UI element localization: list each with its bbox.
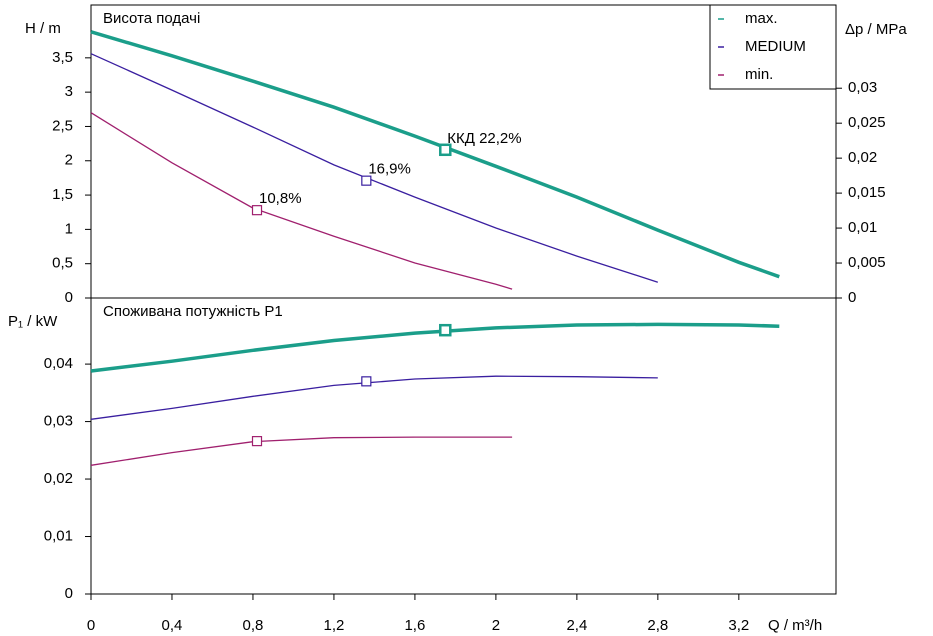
x-tick-label: 0,4: [162, 617, 183, 634]
efficiency-label: 10,8%: [259, 190, 302, 207]
curve: [90, 30, 780, 279]
y-tick-label: 0,04: [44, 355, 73, 372]
y-tick-label: 2,5: [52, 117, 73, 134]
y-tick-label: 2: [65, 152, 73, 169]
y2-tick-label: 0,005: [848, 254, 886, 271]
y-tick-label: 3: [65, 83, 73, 100]
x-tick-label: 2,8: [647, 617, 668, 634]
y2-tick-label: 0: [848, 289, 856, 306]
y-tick-label: 0: [65, 585, 73, 602]
legend-label: max.: [745, 10, 778, 27]
y2-tick-label: 0,015: [848, 184, 886, 201]
y2-tick-label: 0,025: [848, 114, 886, 131]
x-tick-label: 1,6: [404, 617, 425, 634]
panel-title: Споживана потужність P1: [103, 303, 283, 320]
duty-point: [361, 175, 372, 186]
y-axis-label: P₁ / kW: [8, 313, 58, 330]
curve: [90, 322, 780, 373]
legend-label: MEDIUM: [745, 38, 806, 55]
curve: [90, 53, 658, 283]
duty-point: [439, 143, 452, 157]
duty-point: [251, 205, 263, 216]
curve: [90, 436, 513, 466]
x-tick-label: 3,2: [728, 617, 749, 634]
efficiency-label: ККД 22,2%: [447, 130, 521, 147]
y-tick-label: 0: [65, 289, 73, 306]
x-tick-label: 0,8: [243, 617, 264, 634]
curve: [90, 375, 658, 420]
y-tick-label: 1: [65, 220, 73, 237]
duty-point: [361, 376, 372, 387]
y-axis-label: H / m: [25, 20, 61, 37]
y-tick-label: 0,01: [44, 527, 73, 544]
x-tick-label: 2,4: [566, 617, 587, 634]
y2-tick-label: 0,01: [848, 219, 877, 236]
curve: [90, 112, 513, 290]
y-tick-label: 0,02: [44, 470, 73, 487]
x-tick-label: 2: [492, 617, 500, 634]
duty-point: [439, 323, 452, 337]
x-tick-label: 0: [87, 617, 95, 634]
y-tick-label: 0,5: [52, 255, 73, 272]
duty-point: [251, 436, 263, 447]
legend-label: min.: [745, 66, 773, 83]
panel-title: Висота подачі: [103, 10, 200, 27]
y2-axis-label: Δp / MPa: [845, 21, 907, 38]
y-tick-label: 1,5: [52, 186, 73, 203]
plot-frame: [90, 4, 837, 595]
y2-tick-label: 0,03: [848, 79, 877, 96]
efficiency-label: 16,9%: [368, 161, 411, 178]
y2-tick-label: 0,02: [848, 149, 877, 166]
y-tick-label: 3,5: [52, 49, 73, 66]
legend-box: [709, 4, 837, 90]
y-tick-label: 0,03: [44, 413, 73, 430]
x-axis-label: Q / m³/h: [768, 617, 822, 634]
x-tick-label: 1,2: [324, 617, 345, 634]
